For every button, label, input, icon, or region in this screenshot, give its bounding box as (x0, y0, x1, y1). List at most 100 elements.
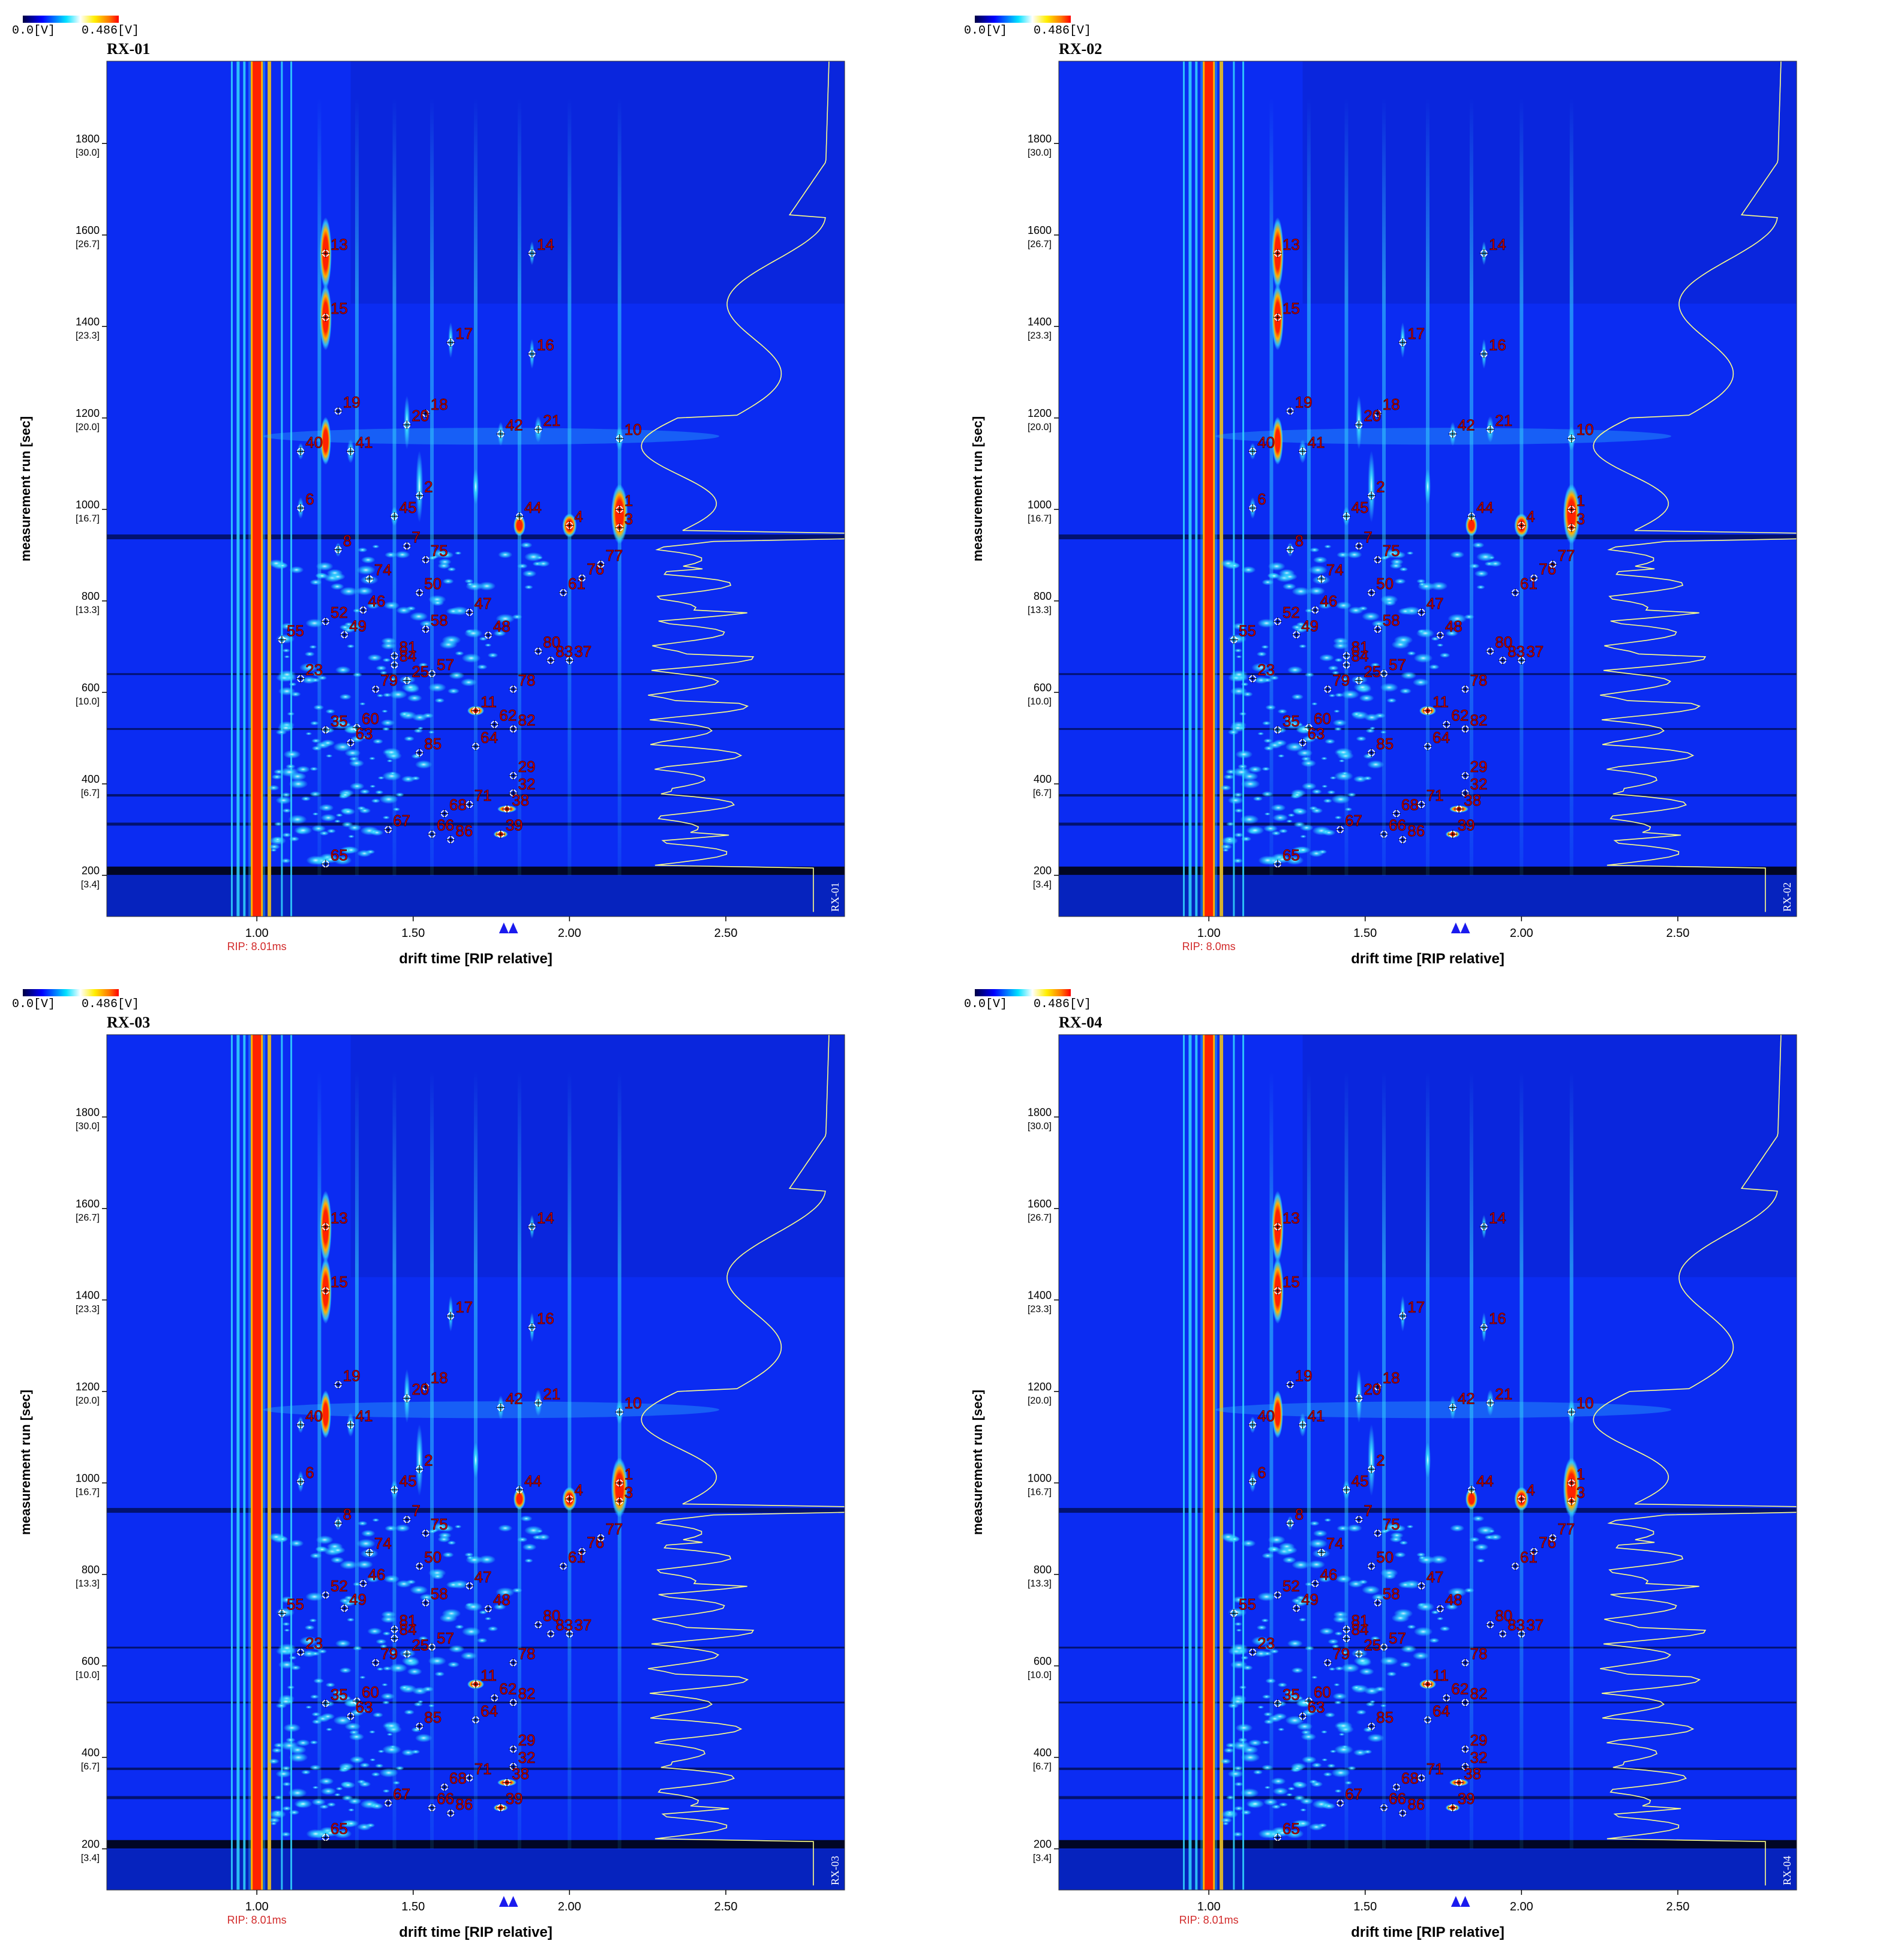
y-tick-sublabel: [23.3] (1028, 1304, 1052, 1314)
x-tick-label: 1.00 (1197, 1900, 1221, 1913)
peak-marker-48: 48 (483, 1591, 510, 1614)
peak-label: 2 (1376, 1451, 1385, 1469)
peak-label: 45 (399, 1472, 416, 1490)
peak-marker-80: 80 (534, 1606, 561, 1629)
peak-label: 44 (1476, 498, 1494, 516)
peak-label: 17 (455, 324, 473, 342)
peak-label: 60 (1314, 710, 1331, 728)
peak-label: 18 (431, 395, 448, 413)
peak-marker-58: 58 (1373, 1585, 1400, 1608)
y-tick-sublabel: [3.4] (81, 879, 100, 890)
peak-label: 48 (493, 617, 510, 635)
peak-marker-8: 8 (1286, 1505, 1304, 1528)
peak-marker-20: 20 (403, 407, 430, 429)
peak-label: 23 (305, 660, 323, 678)
peak-label: 2 (424, 1451, 433, 1469)
colorbar-min-label: 0.0[V] (12, 997, 55, 1011)
peak-label: 3 (1576, 1483, 1585, 1501)
x-tick-label: 2.50 (1666, 927, 1689, 940)
peak-label: 42 (1458, 1389, 1475, 1407)
y-axis-label: measurement run [sec] (970, 416, 985, 561)
peak-label: 68 (1401, 795, 1419, 813)
x-tick-label: 2.50 (714, 927, 737, 940)
y-tick-sublabel: [26.7] (76, 239, 100, 250)
peak-marker-62: 62 (490, 1679, 517, 1702)
peak-marker-23: 23 (1248, 660, 1275, 683)
peak-marker-42: 42 (496, 416, 523, 438)
peak-label: 79 (1332, 671, 1350, 689)
peak-label: 79 (380, 671, 398, 689)
peak-marker-58: 58 (421, 1585, 448, 1608)
peak-label: 79 (380, 1645, 398, 1663)
chart-title: RX-04 (1059, 1014, 1102, 1031)
peak-label: 62 (1451, 707, 1468, 725)
y-tick-sublabel: [6.7] (1033, 1762, 1052, 1772)
y-tick-label: 1800 (76, 133, 100, 145)
peak-marker-49: 49 (340, 1590, 367, 1613)
peak-marker-10: 10 (615, 1394, 642, 1417)
y-tick-sublabel: [3.4] (1033, 1853, 1052, 1863)
peak-label: 62 (1451, 1680, 1468, 1698)
peak-label: 40 (1257, 1407, 1275, 1425)
peak-marker-82: 82 (1461, 711, 1488, 734)
y-tick-sublabel: [6.7] (81, 788, 100, 798)
peak-label: 75 (431, 1515, 448, 1533)
peak-label: 83 (555, 1616, 573, 1634)
peak-marker-74: 74 (365, 1534, 392, 1557)
peak-marker-18: 18 (1373, 1369, 1400, 1392)
peak-marker-29: 29 (509, 758, 536, 780)
peak-marker-19: 19 (334, 1366, 361, 1389)
peak-label: 10 (624, 420, 642, 438)
peak-marker-60: 60 (352, 1683, 379, 1706)
peak-marker-3: 3 (1567, 509, 1585, 532)
y-tick-label: 1000 (76, 1472, 100, 1484)
y-tick-sublabel: [20.0] (1028, 422, 1052, 432)
y-tick-label: 200 (82, 1838, 100, 1850)
peak-marker-67: 67 (1336, 812, 1362, 834)
colorbar-min-label: 0.0[V] (964, 997, 1007, 1011)
peak-marker-14: 14 (527, 1209, 554, 1231)
colorbar-max-label: 0.486[V] (82, 24, 139, 38)
peak-label: 37 (1526, 642, 1543, 660)
x-tick-label: 2.00 (558, 1900, 581, 1913)
peak-label: 76 (1539, 560, 1556, 578)
peak-marker-81: 81 (390, 638, 417, 660)
peak-marker-32: 32 (509, 1748, 536, 1771)
peak-label: 32 (518, 1748, 536, 1766)
peak-marker-74: 74 (1317, 561, 1344, 584)
peak-marker-60: 60 (1304, 710, 1331, 732)
peak-label: 71 (1427, 1760, 1444, 1778)
peak-label: 20 (412, 1380, 429, 1398)
peak-marker-83: 83 (1498, 1616, 1525, 1638)
peak-marker-68: 68 (1392, 1769, 1419, 1792)
peak-marker-55: 55 (1229, 1595, 1256, 1618)
peak-marker-84: 84 (1342, 1620, 1369, 1643)
y-tick-label: 200 (82, 864, 100, 876)
peak-label: 81 (1351, 1611, 1368, 1629)
peak-label: 40 (1257, 433, 1275, 451)
rip-label: RIP: 8.01ms (227, 941, 287, 953)
peak-label: 23 (1257, 660, 1275, 678)
peak-marker-64: 64 (472, 1702, 498, 1724)
peak-marker-7: 7 (403, 528, 421, 551)
peak-label: 78 (1470, 671, 1488, 689)
peak-label: 42 (1458, 416, 1475, 434)
peak-label: 67 (393, 1785, 410, 1803)
peak-label: 76 (587, 560, 604, 578)
drift-marker-triangle (508, 1896, 518, 1907)
colorbar (23, 16, 119, 23)
peak-marker-50: 50 (415, 575, 442, 597)
peak-label: 82 (518, 711, 536, 729)
peak-label: 8 (343, 531, 352, 549)
y-tick-sublabel: [16.7] (1028, 1487, 1052, 1497)
peak-marker-75: 75 (421, 1515, 448, 1538)
y-tick-sublabel: [13.3] (76, 605, 100, 615)
peak-marker-23: 23 (296, 660, 323, 683)
peak-marker-17: 17 (1398, 1298, 1425, 1320)
colorbar (975, 989, 1071, 996)
peak-label: 48 (1445, 1591, 1462, 1609)
peak-label: 29 (518, 758, 536, 776)
peak-marker-38: 38 (1455, 791, 1481, 813)
